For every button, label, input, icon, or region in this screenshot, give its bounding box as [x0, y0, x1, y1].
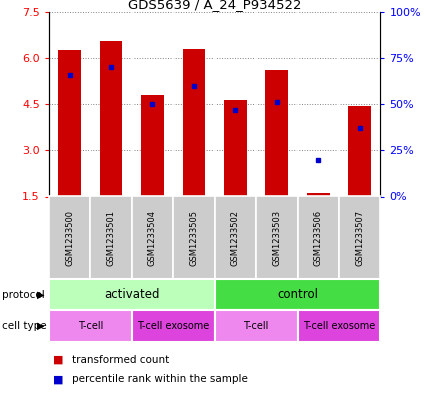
Bar	[339, 196, 380, 279]
Bar	[173, 196, 215, 279]
Text: T-cell: T-cell	[78, 321, 103, 331]
Bar	[256, 196, 298, 279]
Bar	[215, 310, 298, 342]
Text: T-cell exosome: T-cell exosome	[137, 321, 209, 331]
Text: ▶: ▶	[37, 321, 45, 331]
Text: activated: activated	[104, 288, 159, 301]
Bar	[298, 310, 380, 342]
Text: percentile rank within the sample: percentile rank within the sample	[72, 374, 248, 384]
Text: GSM1233505: GSM1233505	[190, 210, 198, 266]
Text: transformed count: transformed count	[72, 354, 170, 365]
Text: T-cell: T-cell	[244, 321, 269, 331]
Text: protocol: protocol	[2, 290, 45, 300]
Bar	[298, 196, 339, 279]
Bar	[132, 196, 173, 279]
Text: ■: ■	[53, 354, 64, 365]
Bar	[307, 193, 330, 196]
Text: GSM1233506: GSM1233506	[314, 210, 323, 266]
Text: GSM1233501: GSM1233501	[107, 210, 116, 266]
Text: GSM1233502: GSM1233502	[231, 210, 240, 266]
Bar	[49, 196, 90, 279]
Bar	[141, 95, 164, 196]
Text: control: control	[277, 288, 318, 301]
Bar	[90, 196, 132, 279]
Bar	[49, 279, 215, 310]
Bar	[348, 106, 371, 196]
Bar	[182, 49, 205, 196]
Bar	[99, 41, 122, 196]
Bar	[132, 310, 215, 342]
Text: cell type: cell type	[2, 321, 47, 331]
Text: ■: ■	[53, 374, 64, 384]
Text: GSM1233500: GSM1233500	[65, 210, 74, 266]
Text: GSM1233507: GSM1233507	[355, 210, 364, 266]
Bar	[265, 70, 288, 196]
Text: ▶: ▶	[37, 290, 45, 300]
Text: GSM1233503: GSM1233503	[272, 210, 281, 266]
Text: GSM1233504: GSM1233504	[148, 210, 157, 266]
Bar	[215, 279, 380, 310]
Bar	[215, 196, 256, 279]
Bar	[58, 50, 81, 196]
Bar	[224, 99, 247, 196]
Bar	[49, 310, 132, 342]
Title: GDS5639 / A_24_P934522: GDS5639 / A_24_P934522	[128, 0, 301, 11]
Text: T-cell exosome: T-cell exosome	[303, 321, 375, 331]
